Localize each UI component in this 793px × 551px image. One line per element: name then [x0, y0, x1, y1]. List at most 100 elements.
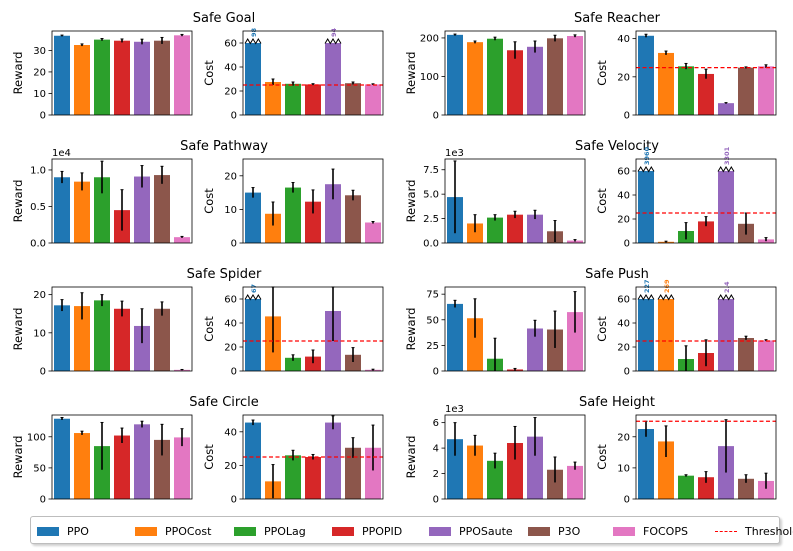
panel-7-cost-ytick-label: 0 — [624, 495, 630, 506]
panel-4-cost-bar — [245, 299, 261, 371]
panel-4-cost-bar — [305, 356, 321, 371]
panel-1-cost-bar — [698, 73, 714, 115]
panel-2-reward-bar — [174, 237, 190, 243]
panel-7-reward-bar — [547, 469, 563, 499]
panel-7-cost-bar — [658, 441, 674, 499]
panel-0-cost-ytick-label: 40 — [224, 63, 237, 74]
panel-6-reward-ylabel: Reward — [11, 436, 25, 479]
panel-7-reward-bar — [567, 465, 583, 499]
panel-0-cost-bar — [285, 83, 301, 115]
panel-4-reward-bar — [114, 308, 130, 371]
panel-3-reward-bar — [567, 240, 583, 243]
panel-1-reward-frame — [444, 30, 586, 116]
legend-swatch-ppocost — [135, 526, 157, 536]
panel-5-cost-bar — [638, 299, 654, 371]
panel-6-cost-bar — [365, 447, 381, 499]
panel-1-cost-ytick-label: 40 — [617, 34, 630, 45]
panel-2-cost-bar — [325, 184, 341, 243]
panel-1-cost-bar — [678, 66, 694, 115]
panel-5-cost-ytick-label: 40 — [617, 319, 630, 330]
panel-0-reward-bar — [54, 35, 70, 115]
panel-0-cost-frame — [242, 30, 384, 116]
panel-6-reward-frame — [51, 414, 193, 500]
panel-5-cost-ytick-label: 60 — [617, 295, 630, 306]
panel-4-cost-bar — [285, 357, 301, 371]
panel-7-reward-frame — [444, 414, 586, 500]
panel-1-cost-bar — [658, 52, 674, 115]
panel-5-reward-frame — [444, 286, 586, 372]
panel-7-reward-bar — [447, 439, 463, 499]
panel-6-reward-bar — [114, 435, 130, 499]
panel-1-reward-bar — [567, 36, 583, 116]
panel-1-reward-ytick-label: 100 — [420, 72, 439, 83]
panel-1-cost-ytick-label: 20 — [617, 72, 630, 83]
panel-3-reward-bar — [527, 214, 543, 243]
panel-0-reward-ytick-label: 0 — [40, 111, 46, 122]
panel-4-cost-ylabel: Cost — [202, 316, 216, 342]
panel-5-reward-bar — [567, 312, 583, 371]
panel-4-cost-ytick-label: 0 — [231, 367, 237, 378]
panel-0-title: Safe Goal — [193, 11, 256, 26]
panel-3-cost-broken-marker — [637, 166, 655, 173]
legend-swatch-threshold — [715, 530, 737, 532]
panel-2-reward-ytick-label: 1.0 — [30, 165, 46, 176]
panel-5-title: Safe Push — [585, 267, 649, 282]
panel-4-cost-bar — [345, 354, 361, 371]
panel-0-cost-bar — [325, 43, 341, 115]
legend-swatch-pposaute — [429, 526, 451, 536]
panel-5-cost-broken-marker — [717, 294, 735, 301]
panel-2-cost-ytick-label: 0 — [231, 239, 237, 250]
panel-3-reward-ylabel: Reward — [404, 180, 418, 223]
legend-label-ppopid: PPOPID — [362, 524, 403, 538]
panel-6-cost-bar — [245, 422, 261, 499]
panel-5-cost-bar — [658, 299, 674, 371]
panel-2-reward-multiplier: 1e4 — [52, 148, 71, 159]
panel-6-reward-bar — [134, 424, 150, 499]
panel-0-cost-bar — [365, 84, 381, 115]
panel-1-reward-ytick-label: 0 — [433, 111, 439, 122]
panel-7-reward-ytick-label: 2 — [433, 469, 439, 480]
panel-4-reward-bar — [94, 300, 110, 371]
panel-5-cost-ytick-label: 0 — [624, 367, 630, 378]
panel-0-cost-broken-marker — [324, 38, 342, 45]
legend-label-ppocost: PPOCost — [165, 524, 212, 538]
legend-item-ppocost: PPOCost — [135, 523, 211, 539]
panel-0-cost-ytick-label: 60 — [224, 39, 237, 50]
panel-3-reward-ytick-label: 2.5 — [423, 214, 439, 225]
panel-7-reward-multiplier: 1e3 — [445, 404, 464, 415]
panel-6-title: Safe Circle — [189, 395, 258, 410]
panel-6-cost-bar — [305, 457, 321, 499]
panel-3-reward-bar — [507, 214, 523, 243]
panel-2-cost-frame — [242, 158, 384, 244]
panel-7-reward-ylabel: Reward — [404, 436, 418, 479]
panel-7-reward-ytick-label: 0 — [433, 495, 439, 506]
panel-6-cost-bar — [325, 422, 341, 499]
panel-0-cost-bar — [245, 43, 261, 115]
panel-2-reward-ytick-label: 0.0 — [30, 239, 46, 250]
panel-2-reward-bar — [54, 177, 70, 243]
legend-label-threshold: Threshold — [745, 524, 793, 538]
panel-3-cost-ytick-label: 0 — [624, 239, 630, 250]
panel-0-reward-ylabel: Reward — [11, 52, 25, 95]
panel-2-reward-ytick-label: 0.5 — [30, 202, 46, 213]
panel-5-cost-bar — [718, 299, 734, 371]
legend-swatch-ppopid — [332, 526, 354, 536]
panel-6-reward-ytick-label: 50 — [33, 463, 46, 474]
panel-5-cost-frame — [635, 286, 777, 372]
panel-4-cost-frame — [242, 286, 384, 372]
panel-0-cost-ylabel: Cost — [202, 60, 216, 86]
panel-7-cost-bar — [698, 477, 714, 499]
panel-7-cost-bar — [738, 478, 754, 499]
panel-7-reward-ytick-label: 6 — [433, 418, 439, 429]
legend-swatch-focops — [613, 526, 635, 536]
panel-2-cost-bar — [285, 187, 301, 243]
panel-2-cost-bar — [245, 192, 261, 243]
panel-3-cost-ylabel: Cost — [595, 188, 609, 214]
legend-item-ppolag: PPOLag — [234, 523, 306, 539]
legend-item-p3o: P3O — [528, 523, 580, 539]
panel-4-cost-ytick-label: 60 — [224, 295, 237, 306]
panel-4-reward-ytick-label: 20 — [33, 290, 46, 301]
panel-1-reward-ytick-label: 200 — [420, 33, 439, 44]
panel-1-cost-bar — [638, 35, 654, 115]
